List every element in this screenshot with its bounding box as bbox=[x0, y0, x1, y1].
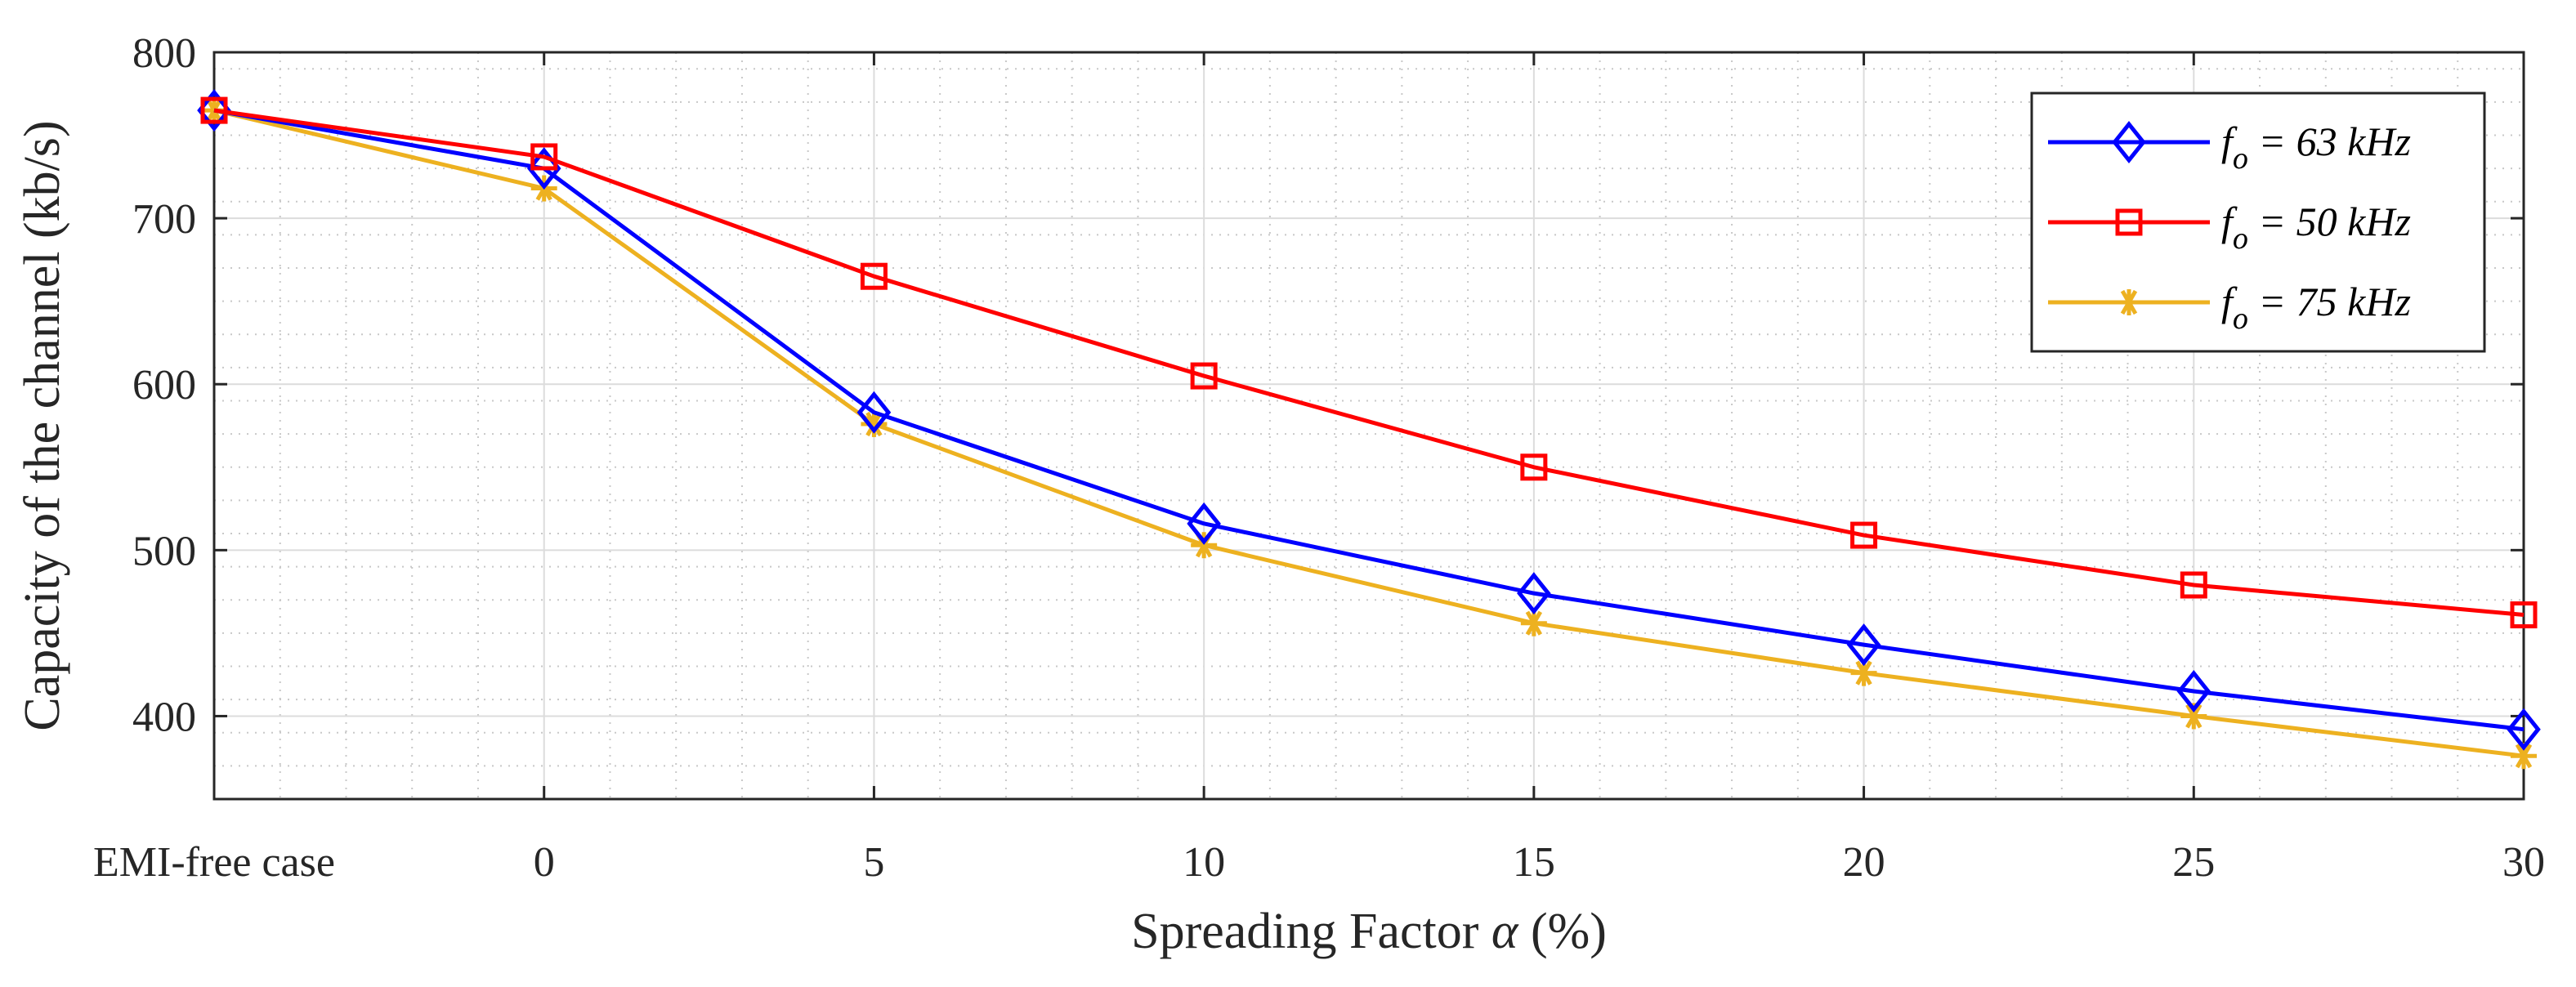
data-point bbox=[1187, 502, 1221, 545]
legend-marker bbox=[2116, 289, 2142, 315]
series-group bbox=[197, 89, 2541, 770]
data-point bbox=[1846, 623, 1881, 667]
minor-grid bbox=[214, 52, 2524, 799]
x-tick-label: 30 bbox=[2502, 839, 2545, 886]
series-line bbox=[213, 108, 2525, 758]
legend-item-1: fo = 63 kHz bbox=[2048, 118, 2411, 176]
data-point bbox=[2510, 601, 2538, 629]
legend-marker bbox=[2115, 208, 2143, 236]
data-point bbox=[200, 96, 228, 124]
series-2 bbox=[200, 96, 2538, 629]
y-axis-title: Capacity of the channel (kb/s) bbox=[15, 120, 70, 730]
y-tick-label: 400 bbox=[132, 694, 196, 740]
data-point bbox=[1517, 572, 1551, 615]
x-tick-labels: EMI-free case 0 5 10 15 20 25 30 bbox=[93, 839, 2545, 886]
legend-sub: o bbox=[2233, 301, 2248, 336]
series-line bbox=[213, 108, 2525, 732]
x-tick-label: 5 bbox=[863, 839, 884, 886]
x-axis-title-suffix: (%) bbox=[1518, 904, 1606, 959]
data-point bbox=[1190, 362, 1218, 390]
data-point bbox=[861, 410, 888, 437]
x-tick-label: 10 bbox=[1183, 839, 1225, 886]
data-point bbox=[1520, 453, 1548, 481]
x-axis-title-symbol: α bbox=[1491, 904, 1519, 959]
data-point bbox=[2507, 708, 2541, 751]
series-line bbox=[213, 108, 2525, 618]
legend-sub: o bbox=[2233, 141, 2248, 176]
plot-frame bbox=[212, 51, 2525, 801]
x-tick-label: 25 bbox=[2172, 839, 2215, 886]
x-tick-label: 0 bbox=[534, 839, 555, 886]
series-3 bbox=[201, 97, 2537, 770]
legend-rest: = 50 kHz bbox=[2248, 199, 2411, 244]
x-tick-label: 15 bbox=[1513, 839, 1555, 886]
x-axis-title: Spreading Factor α (%) bbox=[1131, 904, 1607, 959]
y-tick-label: 800 bbox=[132, 30, 196, 77]
y-tick-label: 500 bbox=[132, 528, 196, 574]
data-point bbox=[860, 262, 888, 290]
y-tick-label: 600 bbox=[132, 362, 196, 409]
data-point bbox=[856, 391, 892, 434]
x-tick-label: 20 bbox=[1843, 839, 1885, 886]
y-tick-labels: 400 500 600 700 800 bbox=[132, 30, 196, 740]
data-point bbox=[1850, 521, 1878, 549]
data-point bbox=[2180, 571, 2207, 599]
legend-rest: = 63 kHz bbox=[2248, 118, 2411, 164]
y-tick-label: 700 bbox=[132, 196, 196, 243]
x-axis-title-prefix: Spreading Factor bbox=[1131, 904, 1491, 959]
data-point bbox=[2176, 669, 2212, 712]
x-tick-label: EMI-free case bbox=[93, 839, 335, 886]
data-point bbox=[530, 143, 558, 171]
tick-marks bbox=[214, 51, 2524, 799]
legend-sub: o bbox=[2233, 221, 2248, 256]
legend-marker bbox=[2112, 120, 2146, 164]
legend-label: fo = 63 kHz bbox=[2221, 118, 2411, 176]
legend-rest: = 75 kHz bbox=[2248, 279, 2411, 324]
legend-item-3: fo = 75 kHz bbox=[2048, 279, 2411, 336]
